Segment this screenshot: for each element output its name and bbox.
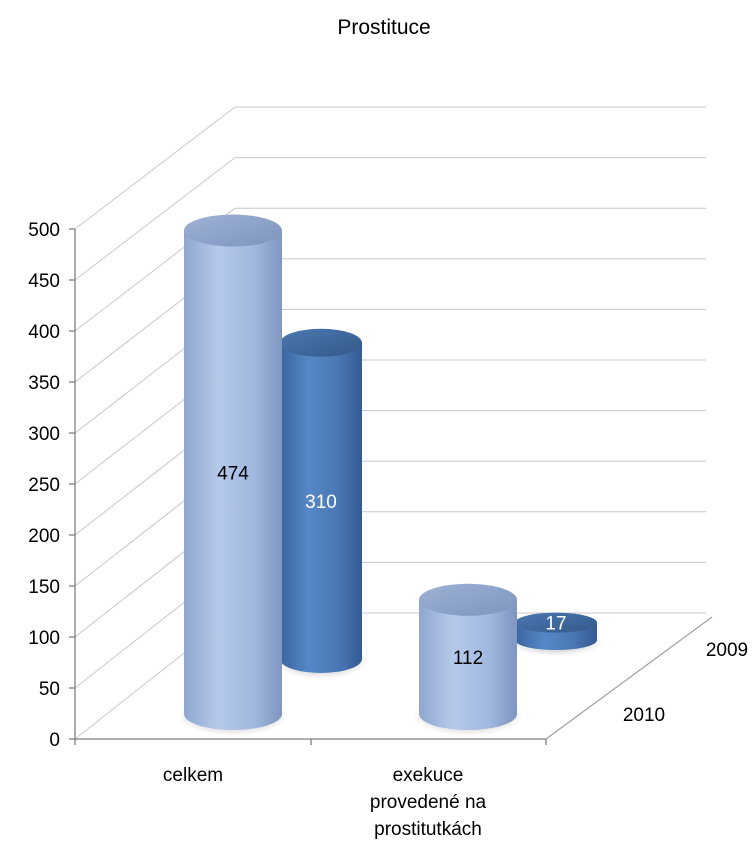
x-tick-labels: celkem exekuce provedené na prostitutkách (163, 765, 487, 840)
series-label: 2010 (623, 705, 665, 726)
y-tick-labels: 0 50 100 150 200 250 300 350 400 450 500 (28, 220, 60, 751)
x-tick-label: exekuce (393, 765, 464, 786)
y-tick-label: 0 (49, 730, 60, 751)
x-tick-label: provedené na (370, 792, 487, 813)
data-label: 474 (217, 463, 249, 484)
y-tick-label: 400 (28, 322, 60, 343)
x-tick-label: prostitutkách (374, 819, 482, 840)
y-tick-label: 350 (28, 373, 60, 394)
bars: 310 17 474 112 (178, 214, 603, 736)
y-tick-label: 50 (39, 679, 60, 700)
bar-top (184, 214, 282, 247)
y-tick-label: 150 (28, 577, 60, 598)
bar-body (184, 230, 282, 730)
axes (69, 228, 547, 745)
gridlines (74, 106, 713, 740)
bar-2010-0: 474 (178, 214, 288, 736)
gridline-left (74, 157, 236, 281)
bar-2010-1: 112 (413, 583, 523, 736)
data-label: 310 (305, 492, 337, 513)
y-tick-label: 300 (28, 424, 60, 445)
floor-right-edge (545, 616, 713, 740)
y-tick-label: 100 (28, 628, 60, 649)
bar-top (515, 612, 597, 633)
bar-2009-1: 17 (509, 612, 603, 656)
gridline-left (74, 106, 236, 230)
data-label: 112 (453, 648, 483, 669)
bar-2009-0: 310 (274, 328, 368, 679)
y-tick-label: 250 (28, 475, 60, 496)
bar-top (280, 328, 362, 357)
chart-title: Prostituce (337, 16, 430, 39)
y-tick-label: 500 (28, 220, 60, 241)
bar-body (280, 342, 362, 673)
series-label: 2009 (706, 640, 748, 661)
bar-body (419, 599, 517, 730)
y-tick-label: 450 (28, 271, 60, 292)
data-label: 17 (545, 614, 566, 635)
x-tick-label: celkem (163, 765, 223, 786)
depth-series-labels: 2010 2009 (623, 640, 748, 726)
bar-top (419, 583, 517, 616)
y-tick-label: 200 (28, 526, 60, 547)
